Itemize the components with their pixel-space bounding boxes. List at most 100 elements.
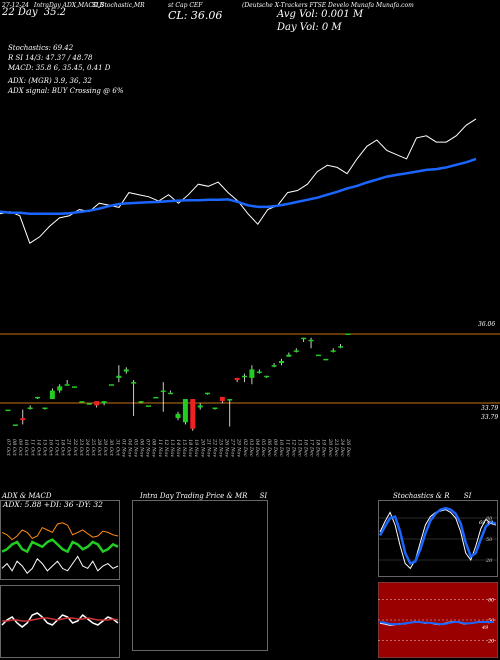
- price-label-top: 36.06: [478, 321, 495, 328]
- date-tick-label: 11 Dec: [284, 439, 290, 457]
- date-tick-label: 12 Nov: [163, 439, 169, 457]
- date-tick-label: 23 Oct: [78, 438, 84, 457]
- adx-series-line: [1, 522, 119, 541]
- intraday-panel: [132, 500, 268, 651]
- stoch-readout-label: 69.42: [479, 520, 493, 526]
- candle-body: [49, 390, 55, 400]
- candle-body: [256, 371, 262, 374]
- date-tick-label: 29 Nov: [236, 438, 242, 457]
- candle-body: [293, 350, 299, 352]
- date-tick-label: 13 Nov: [169, 439, 175, 457]
- intraday-panel-title: Intra Day Trading Price & MR SI: [140, 492, 268, 500]
- candle-body: [264, 375, 270, 378]
- candle-body: [330, 350, 336, 352]
- date-tick-label: 07 Nov: [145, 439, 151, 457]
- date-tick-label: 30 Oct: [108, 439, 114, 457]
- rsi-level-label: 20: [487, 638, 495, 644]
- macd-readout: MACD: 35.8 6, 35.45, 0.41 D: [8, 64, 111, 72]
- candle-body: [338, 346, 344, 348]
- macd-series-line: [2, 617, 119, 622]
- stoch-level-label: 20: [485, 558, 493, 564]
- date-tick-label: 18 Nov: [187, 439, 193, 457]
- date-tick-label: 16 Dec: [303, 439, 309, 457]
- date-tick-label: 17 Oct: [54, 439, 60, 457]
- candle-body: [219, 396, 225, 402]
- candle-body: [12, 424, 18, 426]
- date-tick-label: 04 Dec: [254, 439, 260, 457]
- date-tick-label: 18 Dec: [315, 439, 321, 457]
- price-line: [0, 118, 477, 244]
- price-chart: [0, 118, 477, 244]
- date-tick-label: 02 Dec: [242, 439, 248, 457]
- candle-body: [315, 354, 321, 357]
- macd-panel: [0, 585, 120, 658]
- candle-body: [249, 369, 255, 378]
- candle-body: [27, 407, 33, 409]
- date-tick-label: 03 Dec: [248, 439, 254, 457]
- stoch-series-line: [378, 506, 497, 566]
- date-tick-label: 17 Dec: [309, 439, 315, 457]
- header-symbol: CEF: [189, 2, 203, 9]
- date-tick-label: 26 Nov: [224, 438, 230, 457]
- candle-body: [160, 390, 166, 393]
- rsi-series-line: [379, 621, 494, 626]
- indicator-block: Stochastics: 69.42 R SI 14/3: 47.37 / 48…: [8, 43, 123, 96]
- date-tick-label: 09 Oct: [17, 439, 23, 457]
- date-tick-label: 13 Dec: [296, 439, 302, 457]
- price-label-mid: 33.79: [481, 405, 498, 412]
- date-tick-label: 24 Oct: [84, 438, 90, 457]
- candle-body: [175, 413, 181, 419]
- date-tick-label: 15 Oct: [41, 439, 47, 457]
- candle-body: [94, 401, 100, 406]
- candle-body: [212, 407, 218, 409]
- candle-body: [205, 392, 211, 395]
- header-h4: st Cap CEF: [168, 2, 203, 9]
- candle-body: [64, 384, 70, 386]
- candle-body: [308, 339, 314, 342]
- date-tick-label: 20 Nov: [199, 438, 205, 457]
- candle-body: [116, 375, 122, 378]
- candle-body: [227, 399, 233, 401]
- header-date: 27-12-24: [2, 2, 29, 9]
- date-tick-label: 11 Oct: [29, 439, 35, 457]
- date-tick-label: 08 Oct: [11, 439, 17, 457]
- date-tick-label: 25 Oct: [90, 438, 96, 457]
- date-tick-label: 21 Oct: [66, 438, 72, 457]
- date-tick-label: 22 Oct: [72, 438, 78, 457]
- candle-body: [323, 358, 329, 361]
- date-tick-label: 20 Dec: [327, 438, 333, 457]
- date-tick-label: 12 Dec: [290, 439, 296, 457]
- candle-body: [168, 392, 174, 395]
- candle-body: [182, 399, 188, 423]
- date-tick-label: 26 Dec: [345, 438, 351, 457]
- close-label: CL: 36.06: [168, 9, 223, 22]
- date-tick-label: 31 Oct: [114, 439, 120, 457]
- date-tick-label: 19 Nov: [193, 439, 199, 457]
- candle-body: [286, 354, 292, 357]
- date-tick-label: 19 Dec: [321, 439, 327, 457]
- candle-body: [345, 333, 351, 335]
- avg-vol: Avg Vol: 0.001 M: [277, 9, 364, 20]
- date-tick-label: 05 Dec: [260, 439, 266, 457]
- candle-body: [131, 382, 137, 384]
- candle-body: [190, 399, 196, 429]
- candle-body: [123, 369, 129, 372]
- stoch-level-label: 80: [486, 516, 493, 522]
- date-tick-label: 16 Oct: [48, 439, 54, 457]
- header-h2: IntraDay ADX,MACD,B: [33, 2, 104, 9]
- stoch-level-label: 50: [486, 537, 493, 543]
- candle-body: [5, 409, 11, 412]
- adx-series-line: [1, 538, 119, 554]
- price-label-low: 33.79: [481, 414, 498, 421]
- header-line: 27-12-24 IntraDay ADX,MACD,B: [2, 2, 104, 9]
- date-tick-label: 24 Dec: [339, 438, 345, 457]
- date-tick-label: 29 Oct: [102, 438, 108, 457]
- header-row2: 22 Day 35.2: [2, 7, 66, 18]
- date-tick-label: 28 Oct: [96, 438, 102, 457]
- adx-panel: [0, 500, 120, 580]
- date-tick-label: 14 Nov: [175, 439, 181, 457]
- date-tick-label: 23 Dec: [333, 438, 339, 457]
- date-tick-label: 10 Oct: [23, 439, 29, 457]
- date-tick-label: 09 Dec: [272, 439, 278, 457]
